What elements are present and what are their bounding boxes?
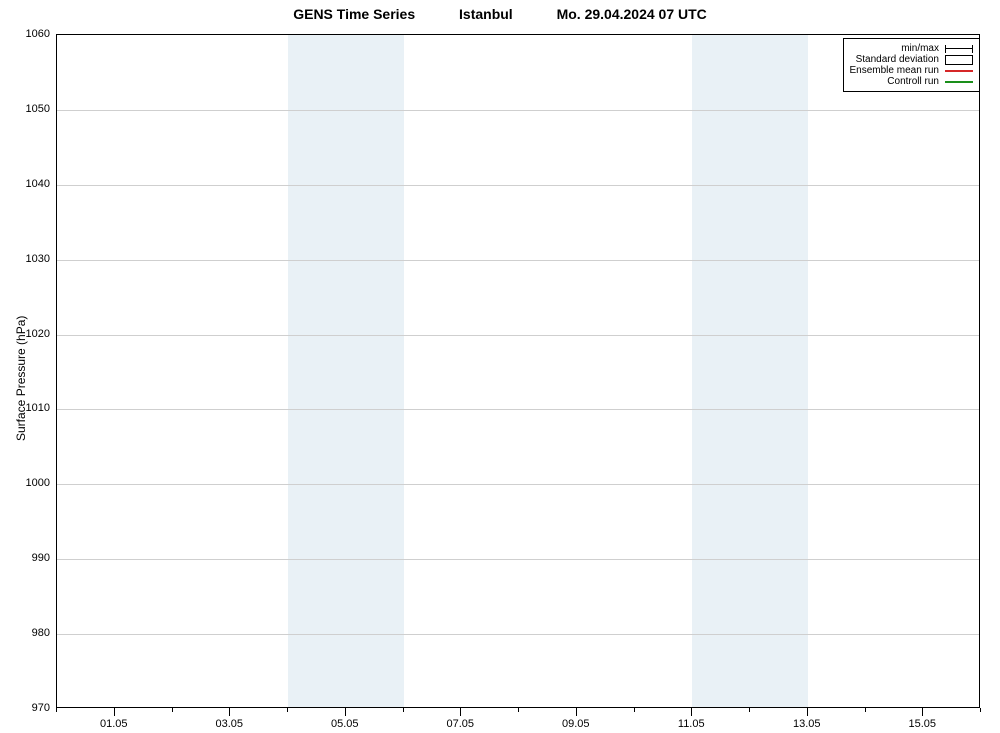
x-minor-tick [634,708,635,712]
chart-root: GENS Time Series Istanbul Mo. 29.04.2024… [0,0,1000,733]
y-tick-label: 1000 [10,477,50,489]
x-tick-label: 05.05 [331,718,359,730]
x-minor-tick [172,708,173,712]
x-major-tick [691,708,692,716]
legend: min/maxStandard deviationEnsemble mean r… [843,38,981,92]
chart-title: GENS Time Series Istanbul Mo. 29.04.2024… [0,6,1000,22]
x-major-tick [807,708,808,716]
x-major-tick [922,708,923,716]
legend-item: Controll run [850,76,974,87]
y-tick-label: 1050 [10,103,50,115]
legend-label: Controll run [887,76,939,87]
y-tick-label: 1060 [10,28,50,40]
gridline [57,409,979,410]
legend-swatch [945,55,973,65]
y-tick-label: 1010 [10,402,50,414]
gridline [57,484,979,485]
legend-swatch [945,81,973,83]
x-major-tick [460,708,461,716]
x-tick-label: 09.05 [562,718,590,730]
x-tick-label: 11.05 [678,718,705,730]
title-main: GENS Time Series [293,6,415,22]
title-location: Istanbul [459,6,513,22]
y-tick-label: 1030 [10,253,50,265]
shaded-band [750,35,808,707]
gridline [57,185,979,186]
gridline [57,634,979,635]
legend-item: min/max [850,43,974,54]
y-tick-label: 970 [10,702,50,714]
x-minor-tick [518,708,519,712]
legend-swatch [945,70,973,72]
x-minor-tick [865,708,866,712]
x-tick-label: 07.05 [446,718,474,730]
gridline [57,335,979,336]
legend-item: Ensemble mean run [850,65,974,76]
plot-area [56,34,980,708]
gridline [57,110,979,111]
x-tick-label: 03.05 [215,718,243,730]
shaded-band [288,35,346,707]
shaded-band [346,35,404,707]
y-tick-label: 980 [10,627,50,639]
legend-item: Standard deviation [850,54,974,65]
title-date: Mo. 29.04.2024 07 UTC [557,6,707,22]
legend-label: min/max [901,43,939,54]
x-tick-label: 13.05 [793,718,821,730]
x-minor-tick [287,708,288,712]
x-major-tick [229,708,230,716]
x-tick-label: 01.05 [100,718,128,730]
legend-label: Standard deviation [856,54,939,65]
x-minor-tick [749,708,750,712]
y-tick-label: 1040 [10,178,50,190]
y-tick-label: 1020 [10,328,50,340]
x-tick-label: 15.05 [908,718,936,730]
x-minor-tick [980,708,981,712]
shaded-band [692,35,750,707]
legend-swatch [945,48,973,49]
x-major-tick [576,708,577,716]
gridline [57,559,979,560]
y-tick-label: 990 [10,552,50,564]
gridline [57,260,979,261]
x-major-tick [345,708,346,716]
x-minor-tick [56,708,57,712]
x-major-tick [114,708,115,716]
x-minor-tick [403,708,404,712]
legend-label: Ensemble mean run [850,65,940,76]
